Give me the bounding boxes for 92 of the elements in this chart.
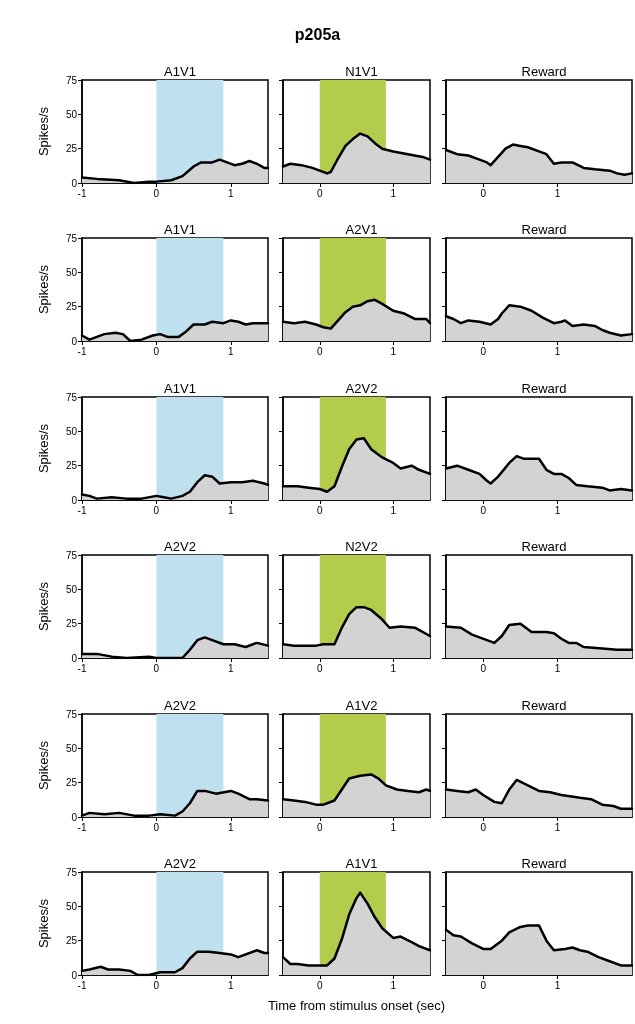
chart-title: A1V2 bbox=[345, 697, 378, 713]
chart-title: A1V1 bbox=[164, 380, 196, 396]
x-tick-label: 0 bbox=[480, 345, 487, 357]
x-tick-label: 0 bbox=[316, 504, 323, 516]
chart-title: N2V2 bbox=[345, 539, 378, 555]
chart-title: Reward bbox=[521, 222, 567, 238]
chart-title: A2V1 bbox=[345, 222, 378, 238]
x-tick-label: -1 bbox=[77, 662, 87, 674]
y-tick-label: 50 bbox=[65, 742, 78, 754]
x-tick-label: -1 bbox=[77, 821, 87, 833]
chart-title: Reward bbox=[521, 697, 567, 713]
y-tick-label: 75 bbox=[65, 232, 78, 244]
x-axis-title: Time from stimulus onset (sec) bbox=[267, 998, 446, 1013]
y-tick-label: 0 bbox=[71, 335, 78, 347]
x-tick-label: 0 bbox=[316, 662, 323, 674]
y-tick-label: 0 bbox=[71, 494, 78, 506]
x-tick-label: 1 bbox=[554, 504, 561, 516]
y-tick-label: 75 bbox=[65, 391, 78, 403]
x-tick-label: 1 bbox=[554, 821, 561, 833]
y-tick-label: 50 bbox=[65, 267, 78, 279]
x-tick-label: 0 bbox=[480, 504, 487, 516]
x-tick-label: -1 bbox=[77, 979, 87, 991]
y-tick-label: 25 bbox=[65, 143, 78, 155]
x-tick-label: 0 bbox=[153, 821, 160, 833]
x-tick-label: 1 bbox=[390, 187, 397, 199]
x-tick-label: 1 bbox=[228, 821, 235, 833]
y-tick-label: 50 bbox=[65, 584, 78, 596]
x-tick-label: -1 bbox=[77, 345, 87, 357]
x-tick-label: 0 bbox=[316, 187, 323, 199]
y-axis-title: Spikes/s bbox=[36, 423, 51, 473]
x-tick-label: 0 bbox=[316, 979, 323, 991]
chart-title: Reward bbox=[521, 539, 567, 555]
x-tick-label: 0 bbox=[480, 662, 487, 674]
y-tick-label: 0 bbox=[71, 177, 78, 189]
x-tick-label: 0 bbox=[153, 345, 160, 357]
x-tick-label: 1 bbox=[554, 345, 561, 357]
chart-title: A2V2 bbox=[164, 856, 196, 871]
y-tick-label: 50 bbox=[65, 425, 78, 437]
x-tick-label: -1 bbox=[77, 187, 87, 199]
y-tick-label: 0 bbox=[71, 652, 78, 664]
y-tick-label: 0 bbox=[71, 969, 78, 981]
y-tick-label: 0 bbox=[71, 811, 78, 823]
x-tick-label: 1 bbox=[554, 979, 561, 991]
x-tick-label: 1 bbox=[390, 979, 397, 991]
x-tick-label: 1 bbox=[228, 504, 235, 516]
x-tick-label: 0 bbox=[480, 821, 487, 833]
x-tick-label: 0 bbox=[153, 187, 160, 199]
x-tick-label: 1 bbox=[228, 662, 235, 674]
y-tick-label: 75 bbox=[65, 74, 78, 86]
x-tick-label: 1 bbox=[554, 662, 561, 674]
y-tick-label: 50 bbox=[65, 108, 78, 120]
y-tick-label: 75 bbox=[65, 549, 78, 561]
y-tick-label: 75 bbox=[65, 866, 78, 878]
y-axis-title: Spikes/s bbox=[36, 106, 51, 157]
x-tick-label: 1 bbox=[390, 821, 397, 833]
x-tick-label: 0 bbox=[316, 345, 323, 357]
x-tick-label: 0 bbox=[153, 504, 160, 516]
x-tick-label: 0 bbox=[153, 979, 160, 991]
y-tick-label: 50 bbox=[65, 900, 78, 912]
chart-title: A2V2 bbox=[164, 539, 196, 555]
y-tick-label: 25 bbox=[65, 618, 78, 630]
y-axis-title: Spikes/s bbox=[36, 581, 51, 632]
y-tick-label: 25 bbox=[65, 776, 78, 788]
chart-title: A2V2 bbox=[164, 697, 196, 713]
x-tick-label: 0 bbox=[316, 821, 323, 833]
chart-title: A1V1 bbox=[164, 222, 196, 238]
chart-title: A2V2 bbox=[345, 380, 378, 396]
x-tick-label: 1 bbox=[390, 345, 397, 357]
chart-title: Reward bbox=[521, 856, 567, 871]
y-axis-title: Spikes/s bbox=[36, 898, 51, 949]
x-tick-label: -1 bbox=[77, 504, 87, 516]
chart-title: Reward bbox=[521, 64, 567, 79]
chart-title: A1V1 bbox=[164, 64, 196, 79]
x-tick-label: 1 bbox=[390, 504, 397, 516]
x-tick-label: 0 bbox=[153, 662, 160, 674]
x-tick-label: 1 bbox=[228, 187, 235, 199]
x-tick-label: 1 bbox=[390, 662, 397, 674]
chart-title: Reward bbox=[521, 380, 567, 396]
y-tick-label: 75 bbox=[65, 708, 78, 720]
x-tick-label: 1 bbox=[228, 345, 235, 357]
x-tick-label: 0 bbox=[480, 979, 487, 991]
y-tick-label: 25 bbox=[65, 459, 78, 471]
x-tick-label: 0 bbox=[480, 187, 487, 199]
y-axis-title: Spikes/s bbox=[36, 740, 51, 790]
x-tick-label: 1 bbox=[554, 187, 561, 199]
y-axis-title: Spikes/s bbox=[36, 264, 51, 315]
y-tick-label: 25 bbox=[65, 301, 78, 313]
y-tick-label: 25 bbox=[65, 935, 78, 947]
text: p205a bbox=[293, 26, 342, 44]
chart-title: A1V1 bbox=[345, 856, 378, 871]
x-tick-label: 1 bbox=[228, 979, 235, 991]
chart-title: N1V1 bbox=[345, 64, 378, 79]
